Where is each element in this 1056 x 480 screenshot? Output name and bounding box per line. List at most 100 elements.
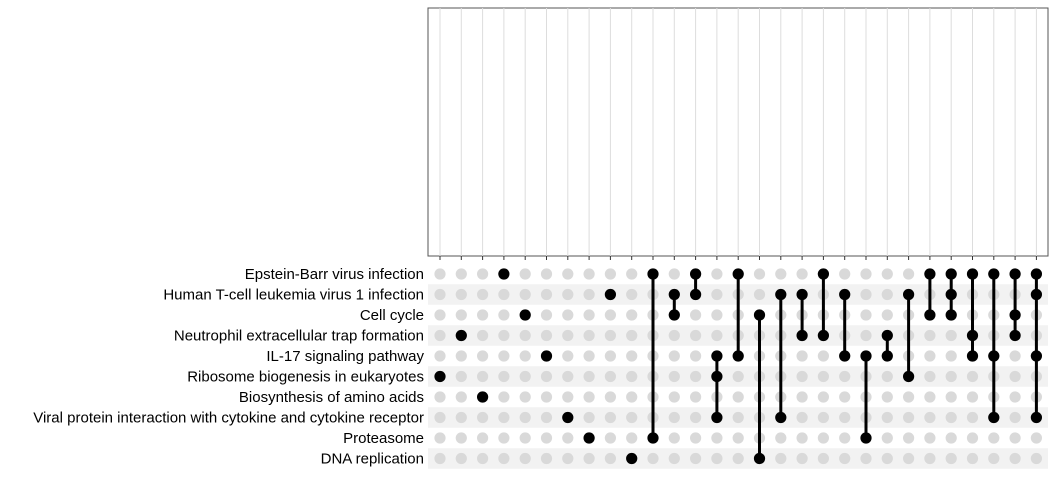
inactive-dot (924, 432, 936, 444)
active-dot (903, 288, 915, 301)
inactive-dot (540, 309, 553, 321)
active-dot (775, 288, 787, 301)
inactive-dot (753, 268, 766, 280)
inactive-dot (796, 350, 808, 362)
inactive-dot (604, 411, 617, 424)
inactive-dot (732, 411, 744, 424)
inactive-dot (498, 452, 510, 465)
inactive-dot (839, 391, 851, 403)
inactive-dot (519, 329, 531, 342)
inactive-dot (668, 370, 680, 383)
inactive-dot (455, 452, 467, 465)
set-label: Neutrophil extracellular trap formation (174, 328, 424, 345)
inactive-dot (711, 432, 723, 444)
inactive-dot (966, 411, 979, 424)
inactive-dot (626, 309, 638, 321)
inactive-dot (562, 268, 574, 280)
inactive-dot (540, 329, 553, 342)
active-dot (1009, 329, 1021, 342)
inactive-dot (434, 329, 446, 342)
inactive-dot (903, 452, 915, 465)
inactive-dot (711, 288, 723, 301)
inactive-dot (924, 370, 936, 383)
inactive-dot (753, 288, 766, 301)
inactive-dot (881, 411, 893, 424)
inactive-dot (519, 268, 531, 280)
inactive-dot (455, 268, 467, 280)
active-dot (945, 309, 957, 321)
inactive-dot (434, 350, 446, 362)
active-dot (1030, 411, 1042, 424)
inactive-dot (604, 432, 617, 444)
inactive-dot (839, 452, 851, 465)
inactive-dot (519, 370, 531, 383)
active-dot (1030, 350, 1042, 362)
inactive-dot (562, 452, 574, 465)
inactive-dot (817, 350, 830, 362)
inactive-dot (626, 432, 638, 444)
active-dot (583, 432, 595, 444)
inactive-dot (796, 268, 808, 280)
inactive-dot (817, 432, 830, 444)
inactive-dot (690, 411, 702, 424)
active-dot (732, 350, 744, 362)
active-dot (988, 411, 1000, 424)
inactive-dot (690, 391, 702, 403)
active-dot (988, 268, 1000, 280)
inactive-dot (434, 268, 446, 280)
inactive-dot (945, 432, 957, 444)
active-dot (647, 432, 659, 444)
inactive-dot (966, 452, 979, 465)
active-dot (903, 370, 915, 383)
inactive-dot (604, 268, 617, 280)
inactive-dot (498, 350, 510, 362)
inactive-dot (796, 432, 808, 444)
inactive-dot (1009, 350, 1021, 362)
inactive-dot (455, 391, 467, 403)
inactive-dot (903, 432, 915, 444)
set-label: Biosynthesis of amino acids (239, 389, 424, 406)
active-dot (839, 350, 851, 362)
inactive-dot (860, 329, 872, 342)
inactive-dot (455, 309, 467, 321)
active-dot (988, 350, 1000, 362)
inactive-dot (732, 391, 744, 403)
inactive-dot (519, 391, 531, 403)
active-dot (626, 452, 638, 465)
inactive-dot (583, 288, 595, 301)
inactive-dot (945, 329, 957, 342)
inactive-dot (562, 309, 574, 321)
inactive-dot (690, 329, 702, 342)
active-dot (668, 288, 680, 301)
inactive-dot (540, 268, 553, 280)
inactive-dot (668, 350, 680, 362)
inactive-dot (540, 411, 553, 424)
active-dot (477, 391, 489, 403)
inactive-dot (817, 391, 830, 403)
inactive-dot (668, 432, 680, 444)
active-dot (860, 432, 872, 444)
inactive-dot (1030, 452, 1042, 465)
inactive-dot (924, 452, 936, 465)
inactive-dot (434, 391, 446, 403)
active-dot (924, 268, 936, 280)
active-dot (966, 350, 979, 362)
inactive-dot (583, 268, 595, 280)
inactive-dot (540, 452, 553, 465)
set-label: Epstein-Barr virus infection (245, 266, 424, 283)
inactive-dot (732, 370, 744, 383)
inactive-dot (455, 350, 467, 362)
inactive-dot (924, 391, 936, 403)
set-label: Human T-cell leukemia virus 1 infection (163, 287, 424, 304)
active-dot (711, 370, 723, 383)
active-dot (924, 309, 936, 321)
inactive-dot (775, 452, 787, 465)
inactive-dot (945, 452, 957, 465)
inactive-dot (477, 268, 489, 280)
inactive-dot (626, 391, 638, 403)
inactive-dot (796, 391, 808, 403)
set-label: Cell cycle (360, 307, 424, 324)
inactive-dot (690, 309, 702, 321)
inactive-dot (668, 268, 680, 280)
